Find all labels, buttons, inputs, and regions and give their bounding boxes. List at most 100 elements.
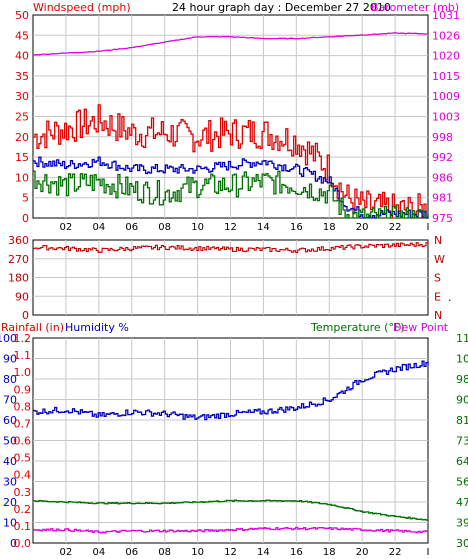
- barometer-y-tick-label: 986: [432, 171, 453, 184]
- humidity-y-tick-label: 20: [3, 496, 17, 509]
- rain-y-tick-label: 0.9: [14, 383, 32, 396]
- x-tick-label: 16: [290, 222, 303, 233]
- direction-compass-label: S: [434, 272, 441, 285]
- x-tick-label: 06: [125, 547, 138, 558]
- humidity-axis-label: Humidity %: [65, 321, 129, 334]
- wind-y-tick-label: 0: [22, 212, 29, 225]
- x-tick-label: 10: [191, 547, 204, 558]
- x-tick-label: 02: [60, 547, 73, 558]
- barometer-y-tick-label: 1015: [432, 70, 460, 83]
- temperature-y-tick-label: 64: [456, 455, 468, 468]
- humidity-y-tick-label: 50: [3, 435, 17, 448]
- wind-y-tick-label: 15: [15, 151, 29, 164]
- wind-y-tick-label: 45: [15, 29, 29, 42]
- direction-y-tick-label: 270: [8, 253, 29, 266]
- temperature-y-tick-label: 47: [456, 496, 468, 509]
- temperature-y-tick-label: 39: [456, 517, 468, 530]
- x-tick-label: 10: [191, 222, 204, 233]
- temperature-y-tick-label: 81: [456, 414, 468, 427]
- x-tick-label: 22: [389, 547, 402, 558]
- direction-y-tick-label: 180: [8, 272, 29, 285]
- windspeed-low-series: [33, 170, 429, 219]
- wind-y-tick-label: 20: [15, 131, 29, 144]
- x-tick-label: 08: [158, 547, 171, 558]
- humidity-y-tick-label: 100: [0, 332, 17, 345]
- barometer-y-tick-label: 1003: [432, 111, 460, 124]
- x-tick-label: 14: [257, 222, 270, 233]
- rain-y-tick-label: 1.1: [14, 349, 32, 362]
- windspeed-gust-series: [33, 104, 428, 219]
- humidity-y-tick-label: 80: [3, 373, 17, 386]
- direction-compass-label: N: [434, 309, 442, 322]
- x-tick-label: 02: [60, 222, 73, 233]
- x-tick-label: I: [427, 222, 430, 233]
- barometer-y-tick-label: 981: [432, 192, 453, 205]
- barometer-y-tick-label: 992: [432, 151, 453, 164]
- rain-y-tick-label: 1.2: [14, 332, 32, 345]
- temperature-axis-label: Temperature (°F): [310, 321, 405, 334]
- barometer-series: [32, 32, 429, 56]
- barometer-y-tick-label: 1009: [432, 90, 460, 103]
- humidity-y-tick-label: 30: [3, 476, 17, 489]
- direction-y-tick-label: 90: [15, 290, 29, 303]
- footer-mark: .: [448, 291, 452, 304]
- rain-y-tick-label: 0.3: [14, 486, 32, 499]
- x-tick-label: 14: [257, 547, 270, 558]
- barometer-y-tick-label: 998: [432, 131, 453, 144]
- dewpoint-axis-label: Dew Point: [393, 321, 449, 334]
- rain-y-tick-label: 0.8: [14, 400, 32, 413]
- temperature-y-tick-label: 107: [456, 353, 468, 366]
- temperature-y-tick-label: 56: [456, 476, 468, 489]
- temperature-y-tick-label: 30: [456, 537, 468, 550]
- x-tick-label: 20: [356, 547, 369, 558]
- humidity-y-tick-label: 90: [3, 353, 17, 366]
- barometer-axis-label: Barometer (mb): [371, 1, 459, 14]
- rain-y-tick-label: 0.1: [14, 520, 32, 533]
- temperature-y-tick-label: 90: [456, 394, 468, 407]
- x-tick-label: 12: [224, 222, 237, 233]
- barometer-y-tick-label: 1031: [432, 9, 460, 22]
- x-tick-label: 06: [125, 222, 138, 233]
- humidity-y-tick-label: 10: [3, 517, 17, 530]
- rain-y-tick-label: 0.5: [14, 452, 32, 465]
- rain-y-tick-label: 0.0: [14, 537, 32, 550]
- wind-y-tick-label: 25: [15, 111, 29, 124]
- rainfall-axis-label: Rainfall (in): [1, 321, 64, 334]
- x-tick-label: 12: [224, 547, 237, 558]
- wind-direction-series: [33, 242, 429, 254]
- rain-y-tick-label: 0.2: [14, 503, 32, 516]
- x-tick-label: 08: [158, 222, 171, 233]
- direction-compass-label: N: [434, 234, 442, 247]
- temperature-y-tick-label: 115: [456, 332, 468, 345]
- wind-y-tick-label: 5: [22, 192, 29, 205]
- rain-y-tick-label: 0.7: [14, 417, 32, 430]
- barometer-y-tick-label: 1026: [432, 29, 460, 42]
- x-tick-label: I: [427, 547, 430, 558]
- humidity-y-tick-label: 70: [3, 394, 17, 407]
- x-tick-label: 22: [389, 222, 402, 233]
- wind-y-tick-label: 40: [15, 50, 29, 63]
- humidity-series: [33, 360, 429, 421]
- direction-compass-label: E: [434, 290, 441, 303]
- graph-title: 24 hour graph day : December 27 2010: [172, 1, 391, 14]
- windspeed-average-series: [33, 156, 429, 219]
- wind-y-tick-label: 35: [15, 70, 29, 83]
- wind-y-tick-label: 10: [15, 171, 29, 184]
- rain-y-tick-label: 0.6: [14, 435, 32, 448]
- x-tick-label: 04: [92, 547, 105, 558]
- direction-compass-label: W: [434, 253, 445, 266]
- wind-y-tick-label: 50: [15, 9, 29, 22]
- humidity-y-tick-label: 40: [3, 455, 17, 468]
- temperature-series: [33, 499, 429, 521]
- x-tick-label: 18: [323, 222, 336, 233]
- rain-y-tick-label: 1.0: [14, 366, 32, 379]
- humidity-y-tick-label: 0: [10, 537, 17, 550]
- barometer-y-tick-label: 1020: [432, 50, 460, 63]
- windspeed-axis-label: Windspeed (mph): [33, 1, 131, 14]
- dewpoint-series: [33, 526, 429, 534]
- direction-y-tick-label: 0: [22, 309, 29, 322]
- rain-y-tick-label: 0.4: [14, 469, 32, 482]
- barometer-y-tick-label: 975: [432, 212, 453, 225]
- wind-y-tick-label: 30: [15, 90, 29, 103]
